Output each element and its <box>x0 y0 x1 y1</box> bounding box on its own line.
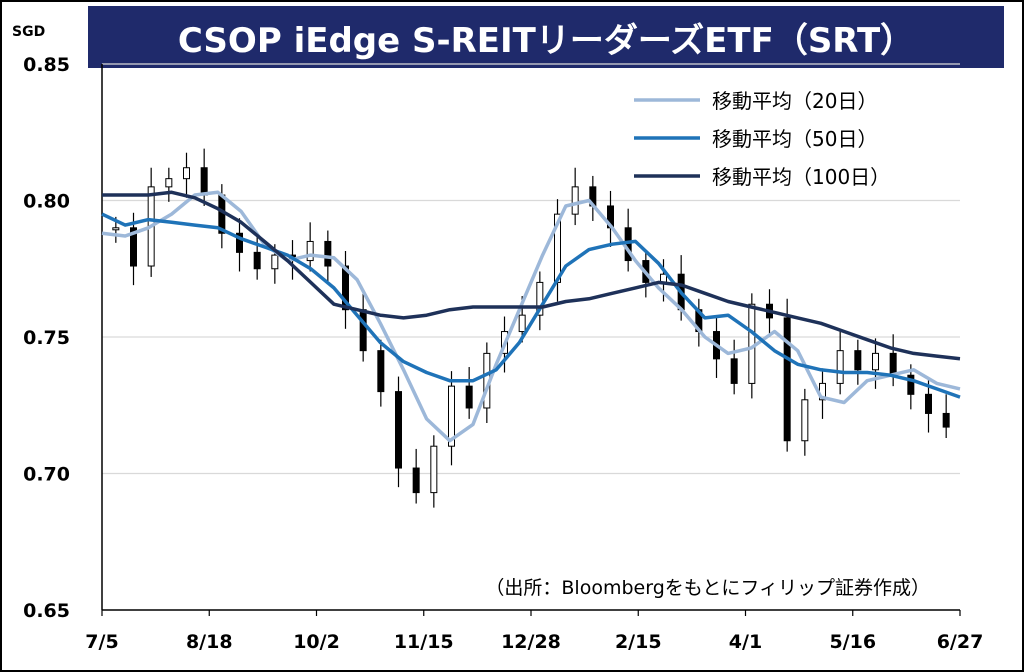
candle-body <box>183 167 190 180</box>
candle-body <box>324 240 332 267</box>
candle-body <box>748 303 756 384</box>
candle-body <box>448 385 455 447</box>
candle-body <box>889 352 897 376</box>
legend-label: 移動平均（50日） <box>712 127 877 151</box>
y-tick-label: 0.75 <box>23 327 70 349</box>
candle-body <box>801 399 809 442</box>
x-tick-label: 4/1 <box>729 631 762 653</box>
legend-label: 移動平均（100日） <box>712 165 890 189</box>
candle-body <box>465 385 473 409</box>
legend: 移動平均（20日） 移動平均（50日） 移動平均（100日） <box>634 89 890 189</box>
candle-body <box>271 254 279 270</box>
candle-body <box>836 350 844 384</box>
candle-body <box>907 374 915 395</box>
candle-body <box>359 309 367 352</box>
candle-body <box>942 412 950 428</box>
candle-body <box>253 251 261 270</box>
x-tick-label: 7/5 <box>85 631 118 653</box>
candle-body <box>412 467 420 494</box>
ma-line-1 <box>101 212 961 399</box>
candle-body <box>342 265 349 311</box>
candle-body <box>236 232 243 253</box>
candle-body <box>571 186 579 215</box>
x-tick-label: 12/28 <box>501 631 561 653</box>
candle-body <box>306 240 314 262</box>
legend-label: 移動平均（20日） <box>712 89 877 113</box>
candle-body <box>872 352 879 371</box>
candle-body <box>430 445 438 494</box>
x-tick-label: 5/16 <box>829 631 876 653</box>
ma-line-0 <box>101 190 961 443</box>
y-tick-label: 0.65 <box>23 600 70 622</box>
x-tick-label: 8/18 <box>186 631 233 653</box>
x-tick-labels: 7/5 8/18 10/2 11/15 12/28 2/15 4/1 5/16 6/27 <box>85 610 983 653</box>
candle-body <box>518 314 526 333</box>
candle-body <box>730 358 738 384</box>
y-tick-labels: 0.85 0.80 0.75 0.70 0.65 <box>23 54 70 622</box>
x-tick-label: 10/2 <box>293 631 340 653</box>
candle-body <box>112 227 120 231</box>
y-tick-label: 0.70 <box>23 464 70 486</box>
candle-body <box>165 178 173 188</box>
x-tick-label: 6/27 <box>937 631 984 653</box>
x-tick-label: 2/15 <box>615 631 662 653</box>
source-note: （出所：Bloombergをもとにフィリップ証券作成） <box>485 577 930 599</box>
moving-average-lines <box>101 190 961 443</box>
x-tick-label: 11/15 <box>394 631 454 653</box>
candle-body <box>783 317 791 442</box>
gridlines <box>102 63 960 475</box>
candle-body <box>377 350 385 393</box>
chart-title: CSOP iEdge S-REITリーダーズETF（SRT） <box>88 6 1004 68</box>
candle-body <box>130 227 137 267</box>
candle-body <box>854 350 862 371</box>
y-axis-unit-label: SGD <box>12 24 46 40</box>
candle-body <box>536 281 544 316</box>
candle-body <box>200 167 208 196</box>
y-tick-label: 0.85 <box>23 54 70 76</box>
candlesticks <box>112 148 950 508</box>
y-tick-label: 0.80 <box>23 191 70 213</box>
candle-body <box>925 393 932 414</box>
candle-body <box>395 391 402 469</box>
ma-line-2 <box>102 190 961 361</box>
